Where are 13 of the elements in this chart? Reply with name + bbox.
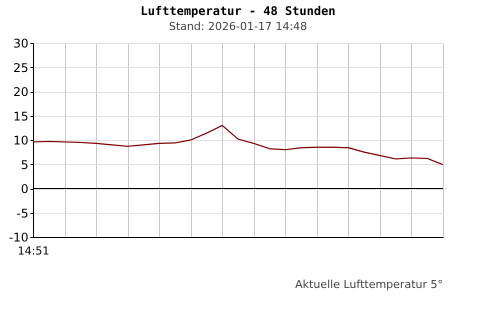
x-tick-label: 14:51 bbox=[18, 244, 50, 258]
chart-title: Lufttemperatur - 48 Stunden bbox=[140, 4, 336, 18]
y-tick-label: 20 bbox=[13, 85, 28, 99]
chart-subtitle: Stand: 2026-01-17 14:48 bbox=[168, 20, 308, 33]
y-tick-label: -10 bbox=[8, 230, 28, 244]
y-tick-label: 15 bbox=[13, 109, 28, 124]
y-tick-label: 25 bbox=[13, 60, 28, 75]
y-tick-label: 10 bbox=[13, 134, 28, 148]
y-tick-label: -5 bbox=[16, 206, 28, 220]
y-tick-label: 5 bbox=[20, 158, 28, 172]
text: Aktuelle Lufttemperatur 5° bbox=[295, 278, 443, 291]
y-tick-label: 0 bbox=[20, 182, 28, 196]
y-tick-label: 30 bbox=[13, 36, 28, 50]
